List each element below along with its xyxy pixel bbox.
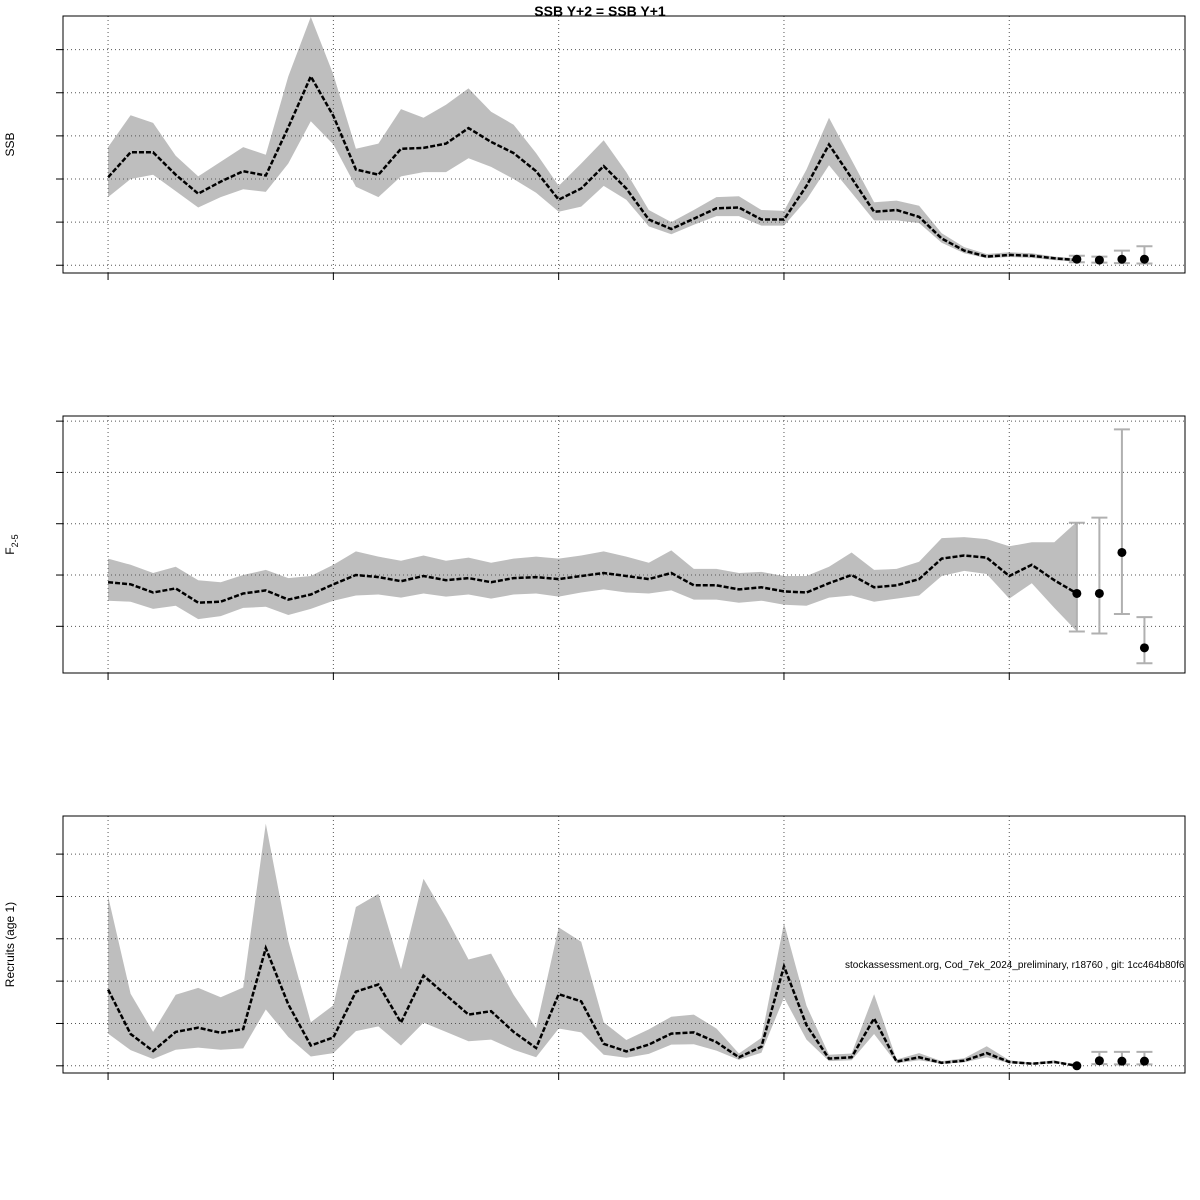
chart-title: SSB Y+2 = SSB Y+1 [534, 3, 666, 19]
ssb-y-axis-title: SSB [3, 132, 17, 156]
recruits-y-axis-title-main: Recruits (age 1) [3, 902, 17, 987]
fbar-forecast-point [1139, 643, 1149, 653]
fbar-y-axis-title-main: F [3, 547, 17, 554]
fbar-forecast-point [1094, 588, 1104, 598]
recruits-estimate-line [106, 944, 1078, 1068]
fbar-plot-frame [62, 415, 1186, 674]
recruits-forecast-point [1094, 1056, 1104, 1066]
recruits-forecast-point [1072, 1061, 1082, 1071]
ssb-forecast-point [1072, 254, 1082, 264]
fbar-y-axis-title-subscript: 2-5 [10, 534, 20, 547]
ssb-estimate-line [107, 73, 1077, 262]
fbar-forecast-point [1117, 547, 1127, 557]
ssb-confidence-band [108, 16, 1077, 262]
recruits-confidence-band [108, 823, 1077, 1066]
ssb-plot-frame [62, 15, 1186, 274]
fbar-estimate-line [107, 554, 1078, 604]
ssb-forecast-point [1094, 255, 1104, 265]
recruits-y-axis-title: Recruits (age 1) [3, 902, 17, 987]
recruits-forecast-point [1117, 1056, 1127, 1066]
fbar-forecast-point [1072, 588, 1082, 598]
fbar-confidence-band [108, 521, 1077, 632]
watermark-text: stockassessment.org, Cod_7ek_2024_prelim… [845, 960, 1185, 971]
recruits-forecast-point [1139, 1056, 1149, 1066]
ssb-forecast-point [1139, 254, 1149, 264]
fbar-y-axis-title: F2-5 [3, 534, 20, 554]
ssb-forecast-point [1117, 254, 1127, 264]
ssb-y-axis-title-main: SSB [3, 132, 17, 156]
recruits-plot-frame [62, 815, 1186, 1074]
